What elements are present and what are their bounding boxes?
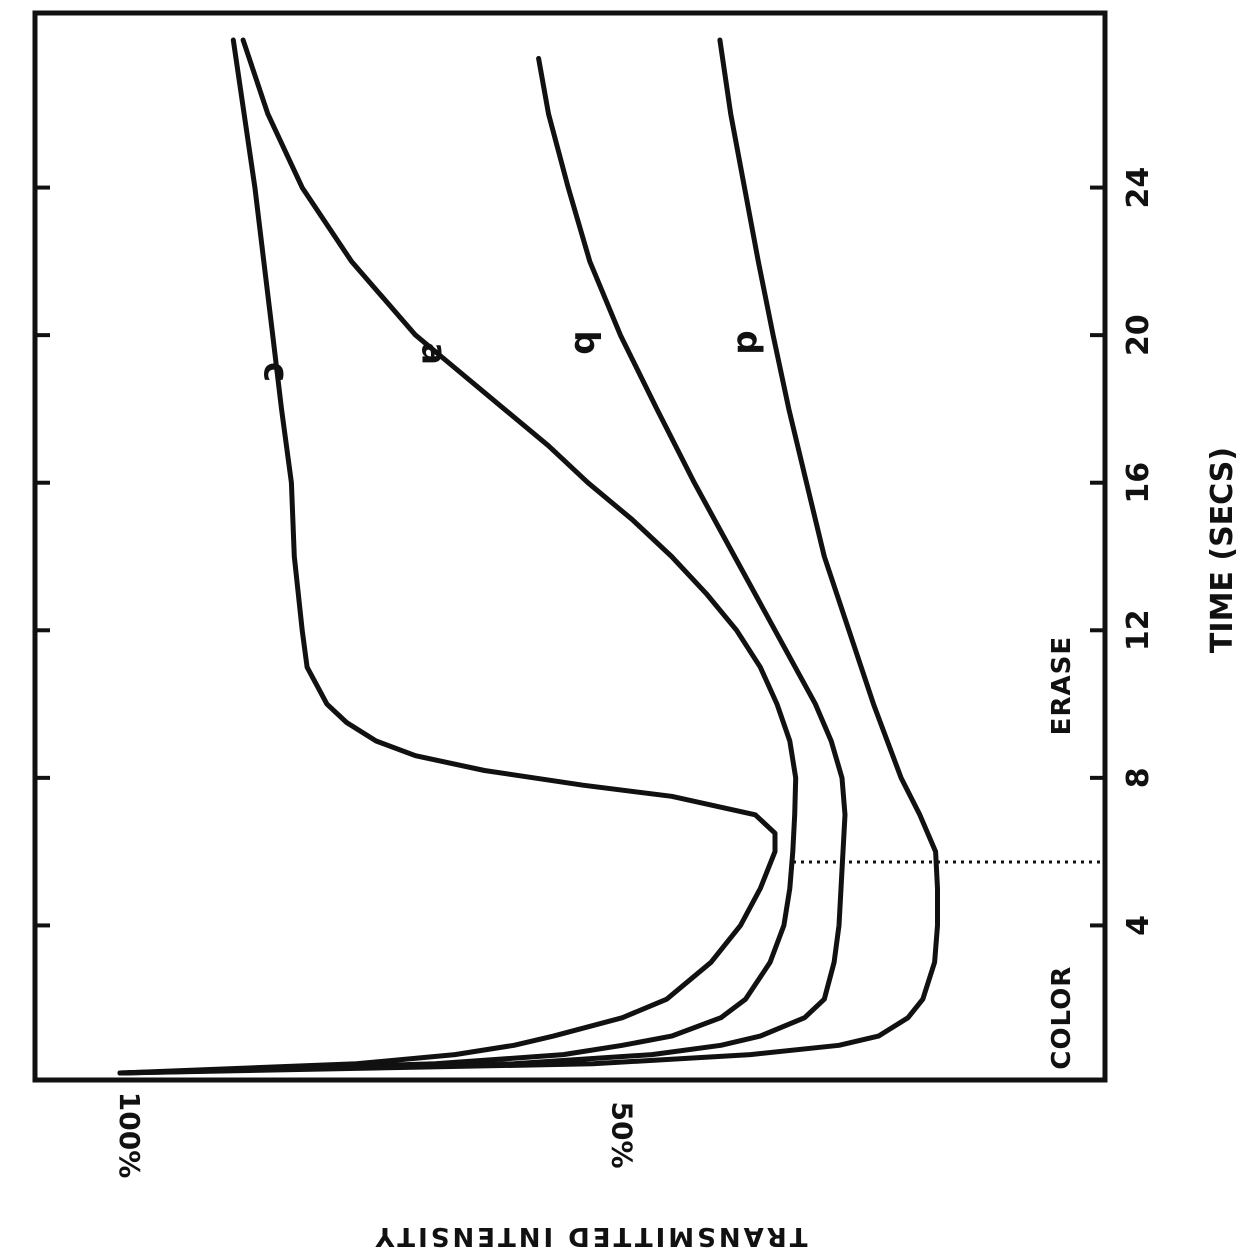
phase-annotations: COLOR ERASE — [1047, 636, 1077, 1070]
x-tick-label: 16 — [1121, 462, 1156, 504]
series-labels: c a b d — [256, 330, 769, 382]
x-axis-ticks: 4 8 12 16 20 24 — [35, 167, 1156, 936]
series-label-c: c — [256, 362, 296, 382]
x-tick-label: 20 — [1121, 314, 1156, 356]
annotation-erase: ERASE — [1047, 636, 1077, 735]
y-tick-label: 100% — [113, 1092, 146, 1179]
series-label-b: b — [566, 330, 606, 354]
series-label-a: a — [413, 342, 453, 365]
series-line-a — [117, 37, 799, 1076]
x-tick-label: 24 — [1121, 167, 1156, 209]
series-line-c — [117, 37, 778, 1076]
series-line-d — [117, 37, 940, 1076]
y-axis-ticks: 100% 50% — [113, 1092, 639, 1179]
series-lines — [117, 37, 940, 1076]
y-tick-label: 50% — [606, 1101, 639, 1168]
plot-frame — [32, 10, 1108, 1083]
x-tick-label: 4 — [1121, 915, 1156, 936]
series-line-b — [117, 55, 848, 1076]
x-tick-label: 12 — [1121, 609, 1156, 651]
annotation-color: COLOR — [1047, 966, 1077, 1070]
x-tick-label: 8 — [1121, 767, 1156, 788]
series-label-d: d — [728, 330, 768, 354]
plot-area: 4 8 12 16 20 24 100% 50% c a b d COLOR ERASE TIME … — [32, 10, 1240, 1251]
y-axis-label: TRANSMITTED INTENSITY — [372, 1221, 807, 1251]
x-axis-label: TIME (SECS) — [1205, 447, 1240, 653]
